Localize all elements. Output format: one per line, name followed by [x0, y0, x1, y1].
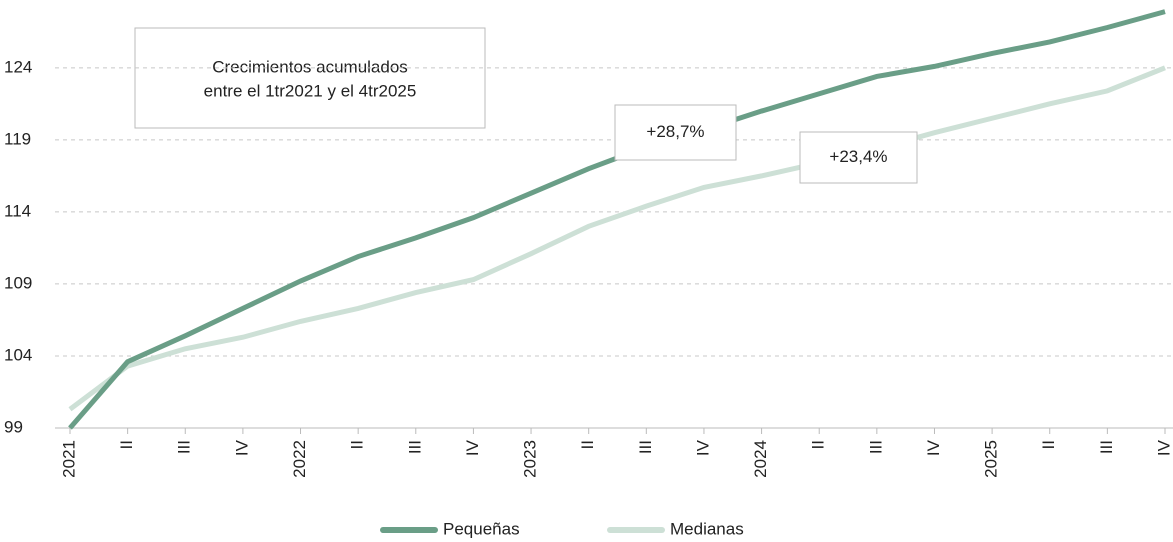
note-line: Crecimientos acumulados [212, 57, 408, 76]
y-tick-label: 124 [4, 57, 32, 76]
y-tick-label: 119 [4, 129, 31, 148]
x-tick-label: IV [924, 439, 943, 456]
annotation: +28,7% [646, 122, 704, 141]
x-tick-label: III [636, 440, 655, 454]
legend-label: Medianas [670, 519, 744, 538]
x-tick-label: 2023 [521, 440, 540, 478]
x-tick-label: III [175, 440, 194, 454]
x-tick-label: II [348, 440, 367, 449]
note-line: entre el 1tr2021 y el 4tr2025 [204, 81, 417, 100]
x-tick-label: III [1097, 440, 1116, 454]
note-box [134, 27, 486, 129]
series-line [68, 65, 1166, 412]
annotation-box [614, 104, 737, 161]
x-tick-label: II [578, 440, 597, 449]
x-tick-label: II [809, 440, 828, 449]
x-tick-label: II [117, 440, 136, 449]
y-tick-label: 109 [4, 273, 32, 292]
y-tick-label: 114 [4, 201, 31, 220]
x-tick-label: III [405, 440, 424, 454]
grid-layer [55, 67, 1173, 357]
x-tick-label: 2021 [59, 440, 78, 478]
x-tick-label: IV [232, 439, 251, 456]
x-tick-label: 2025 [982, 440, 1001, 478]
x-tick-label: II [1039, 440, 1058, 449]
x-tick-label: 2024 [751, 440, 770, 478]
annotation: +23,4% [829, 147, 887, 166]
x-tick-label: IV [463, 439, 482, 456]
y-tick-label: 99 [4, 417, 23, 436]
legend-label: Pequeñas [443, 519, 520, 538]
x-tick-label: IV [1154, 439, 1173, 456]
y-tick-label: 104 [4, 345, 32, 364]
x-tick-label: 2022 [290, 440, 309, 478]
annotation-box [799, 131, 918, 184]
x-tick-label: IV [693, 439, 712, 456]
x-tick-label: III [866, 440, 885, 454]
